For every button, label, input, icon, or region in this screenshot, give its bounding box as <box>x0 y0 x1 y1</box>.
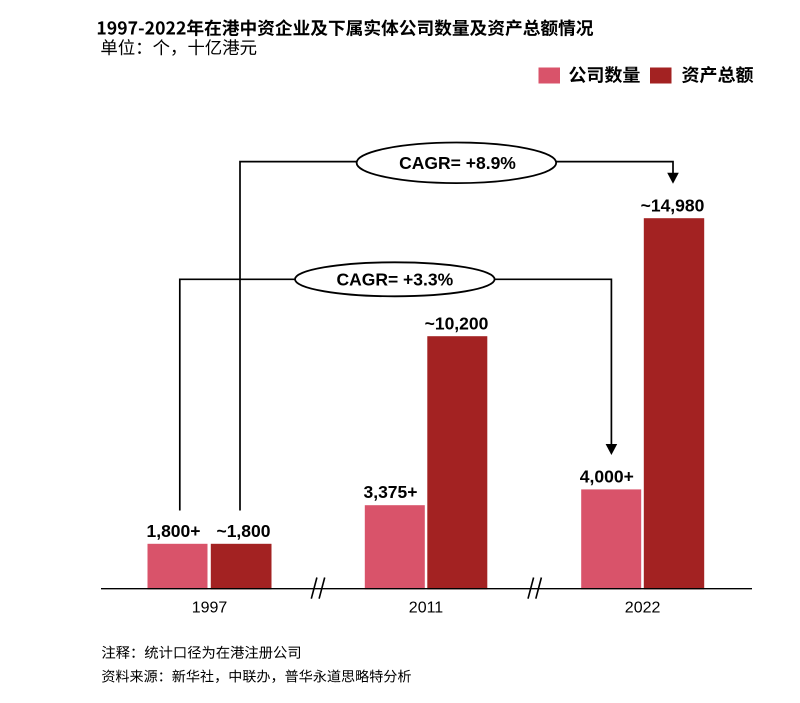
svg-text:1997: 1997 <box>192 600 228 617</box>
svg-text:~1,800: ~1,800 <box>216 521 270 541</box>
svg-text:2022: 2022 <box>625 600 661 617</box>
svg-text:2011: 2011 <box>409 600 444 617</box>
svg-text:1,800+: 1,800+ <box>146 521 200 541</box>
svg-text:~14,980: ~14,980 <box>641 196 705 216</box>
svg-text:~10,200: ~10,200 <box>425 314 489 334</box>
svg-text:CAGR= +3.3%: CAGR= +3.3% <box>336 270 453 290</box>
svg-text:3,375+: 3,375+ <box>363 482 417 502</box>
svg-text:4,000+: 4,000+ <box>580 466 634 486</box>
svg-text:CAGR= +8.9%: CAGR= +8.9% <box>399 153 516 173</box>
